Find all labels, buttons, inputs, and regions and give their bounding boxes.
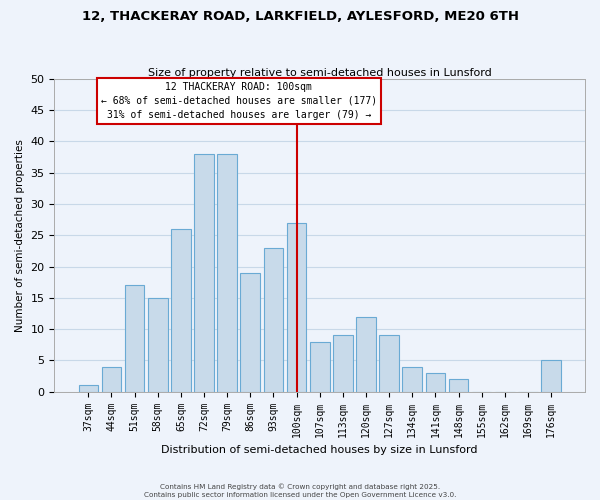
Bar [171,229,191,392]
Bar [425,373,445,392]
Bar [287,222,307,392]
Bar [217,154,237,392]
Bar [125,286,145,392]
Bar [148,298,167,392]
Text: 12, THACKERAY ROAD, LARKFIELD, AYLESFORD, ME20 6TH: 12, THACKERAY ROAD, LARKFIELD, AYLESFORD… [82,10,518,23]
Bar [101,366,121,392]
Bar [241,273,260,392]
X-axis label: Distribution of semi-detached houses by size in Lunsford: Distribution of semi-detached houses by … [161,445,478,455]
Bar [356,316,376,392]
Text: 12 THACKERAY ROAD: 100sqm
← 68% of semi-detached houses are smaller (177)
31% of: 12 THACKERAY ROAD: 100sqm ← 68% of semi-… [101,82,377,120]
Bar [333,336,353,392]
Y-axis label: Number of semi-detached properties: Number of semi-detached properties [15,139,25,332]
Bar [310,342,329,392]
Bar [379,336,399,392]
Bar [541,360,561,392]
Text: Contains HM Land Registry data © Crown copyright and database right 2025.
Contai: Contains HM Land Registry data © Crown c… [144,483,456,498]
Bar [79,386,98,392]
Bar [403,366,422,392]
Bar [449,379,469,392]
Title: Size of property relative to semi-detached houses in Lunsford: Size of property relative to semi-detach… [148,68,491,78]
Bar [194,154,214,392]
Bar [263,248,283,392]
